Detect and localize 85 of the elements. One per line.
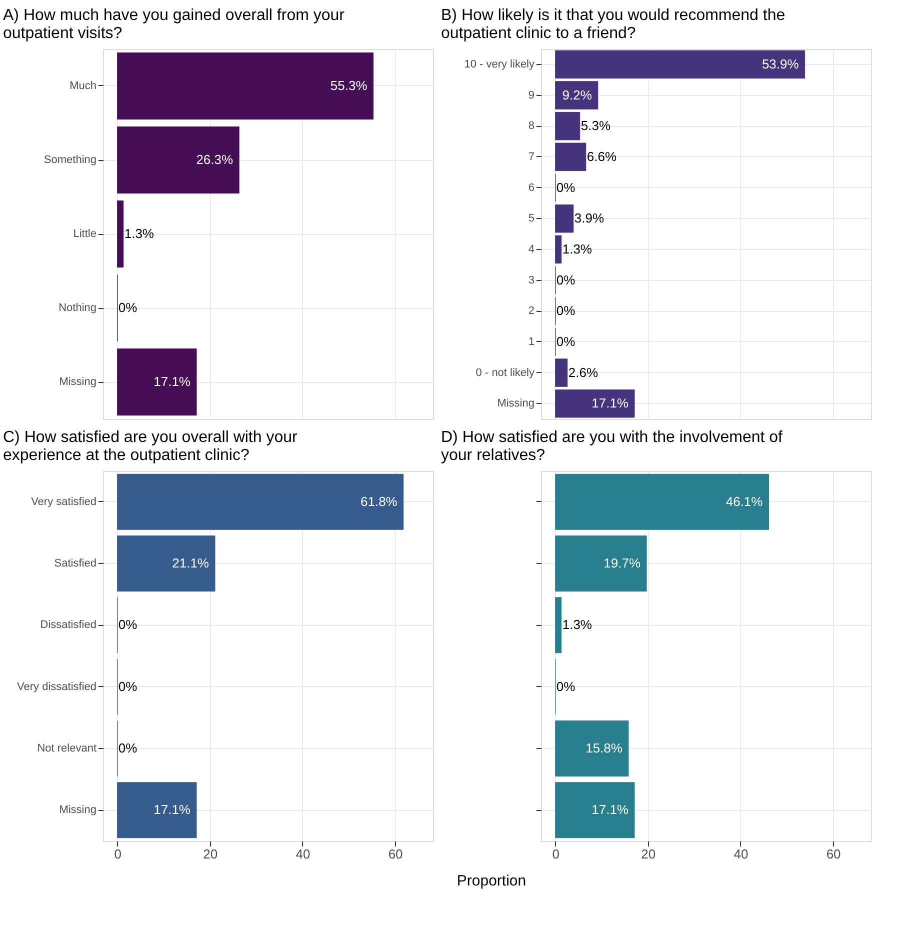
- data-label: 0%: [556, 678, 576, 694]
- data-label: 9.2%: [562, 87, 592, 102]
- data-label: 0%: [118, 617, 138, 632]
- data-label: 5.3%: [580, 118, 611, 134]
- data-label: 19.7%: [604, 556, 641, 570]
- bar: [555, 474, 769, 530]
- data-label: 1.3%: [562, 617, 592, 632]
- data-label: 46.1%: [726, 494, 764, 509]
- y-tick-label: 5: [528, 212, 534, 225]
- y-tick-label: 8: [528, 120, 534, 132]
- x-tick-label: 60: [826, 846, 841, 862]
- data-label: 17.1%: [592, 396, 629, 411]
- y-tick-label: Much: [70, 80, 96, 92]
- x-tick-label: 20: [641, 846, 656, 862]
- y-tick-label: 10 - very likely: [464, 58, 535, 70]
- data-label: 53.9%: [762, 56, 800, 72]
- data-label: 17.1%: [154, 802, 191, 818]
- bar: [117, 52, 374, 120]
- y-tick-label: Very satisfied: [31, 496, 96, 508]
- bar: [555, 50, 806, 79]
- x-tick-label: 0: [114, 846, 122, 862]
- y-tick-label: Little: [73, 228, 96, 240]
- y-tick-label: 6: [528, 182, 534, 194]
- data-label: 3.9%: [574, 210, 604, 226]
- data-label: 6.6%: [586, 148, 617, 164]
- bar: [555, 720, 629, 776]
- bar: [117, 200, 124, 268]
- bar: [117, 782, 197, 838]
- bar: [555, 597, 562, 654]
- y-tick-label: 0 - not likely: [476, 366, 535, 379]
- x-tick-label: 60: [388, 846, 403, 862]
- data-label: 55.3%: [330, 78, 368, 93]
- data-label: 0%: [118, 678, 138, 694]
- data-label: 17.1%: [592, 802, 629, 818]
- data-label: 0%: [556, 180, 576, 195]
- bar: [117, 474, 404, 530]
- y-tick-label: 4: [528, 243, 534, 256]
- bar: [555, 536, 647, 592]
- data-label: 1.3%: [124, 226, 154, 241]
- data-label: 1.3%: [562, 241, 592, 256]
- bar: [117, 536, 216, 592]
- y-tick-label: 2: [528, 305, 534, 318]
- y-tick-label: 1: [528, 336, 534, 348]
- data-label: 17.1%: [154, 374, 191, 389]
- x-tick-label: 40: [734, 846, 748, 862]
- bar: [117, 348, 197, 416]
- x-tick-label: 20: [203, 846, 218, 862]
- y-tick-label: Very dissatisfied: [17, 680, 96, 693]
- data-label: 15.8%: [586, 740, 623, 756]
- data-label: 0%: [118, 300, 138, 315]
- x-tick-label: 40: [296, 846, 310, 862]
- y-tick-label: Satisfied: [54, 558, 96, 570]
- chart-title: B) How likely is it that you would recommend the outpatient clinic to a friend?: [441, 7, 786, 42]
- bar: [555, 782, 635, 838]
- y-tick-label: 7: [528, 150, 534, 163]
- data-label: 0%: [556, 272, 576, 288]
- y-tick-label: 9: [528, 89, 534, 102]
- chart-title: C) How satisfied are you overall with your experience at the outpatient clinic?: [3, 429, 298, 464]
- bar: [555, 112, 580, 140]
- y-tick-label: Nothing: [58, 302, 96, 314]
- data-label: 0%: [118, 740, 138, 756]
- data-label: 26.3%: [196, 152, 234, 167]
- x-axis-title: Proportion: [456, 872, 526, 890]
- chart-title: A) How much have you gained overall from your outpatient visits?: [3, 7, 346, 42]
- y-tick-label: 3: [528, 274, 534, 286]
- data-label: 0%: [556, 303, 576, 318]
- bar: [555, 389, 635, 418]
- data-label: 0%: [556, 334, 576, 349]
- bar: [117, 126, 240, 194]
- y-tick-label: Missing: [59, 804, 96, 816]
- x-tick-label: 0: [552, 846, 560, 862]
- y-tick-label: Not relevant: [37, 742, 96, 754]
- bar: [555, 235, 562, 264]
- data-label: 61.8%: [360, 494, 398, 509]
- y-tick-label: Missing: [497, 398, 534, 410]
- data-label: 2.6%: [568, 364, 598, 380]
- bar: [555, 358, 568, 387]
- chart-title: D) How satisfied are you with the involvement of your relatives?: [441, 429, 784, 464]
- y-tick-label: Missing: [59, 376, 96, 388]
- data-label: 21.1%: [172, 556, 210, 570]
- bar: [555, 81, 598, 110]
- y-tick-label: Something: [44, 154, 96, 166]
- bar: [555, 204, 574, 233]
- bar: [555, 142, 586, 172]
- y-tick-label: Dissatisfied: [40, 619, 96, 632]
